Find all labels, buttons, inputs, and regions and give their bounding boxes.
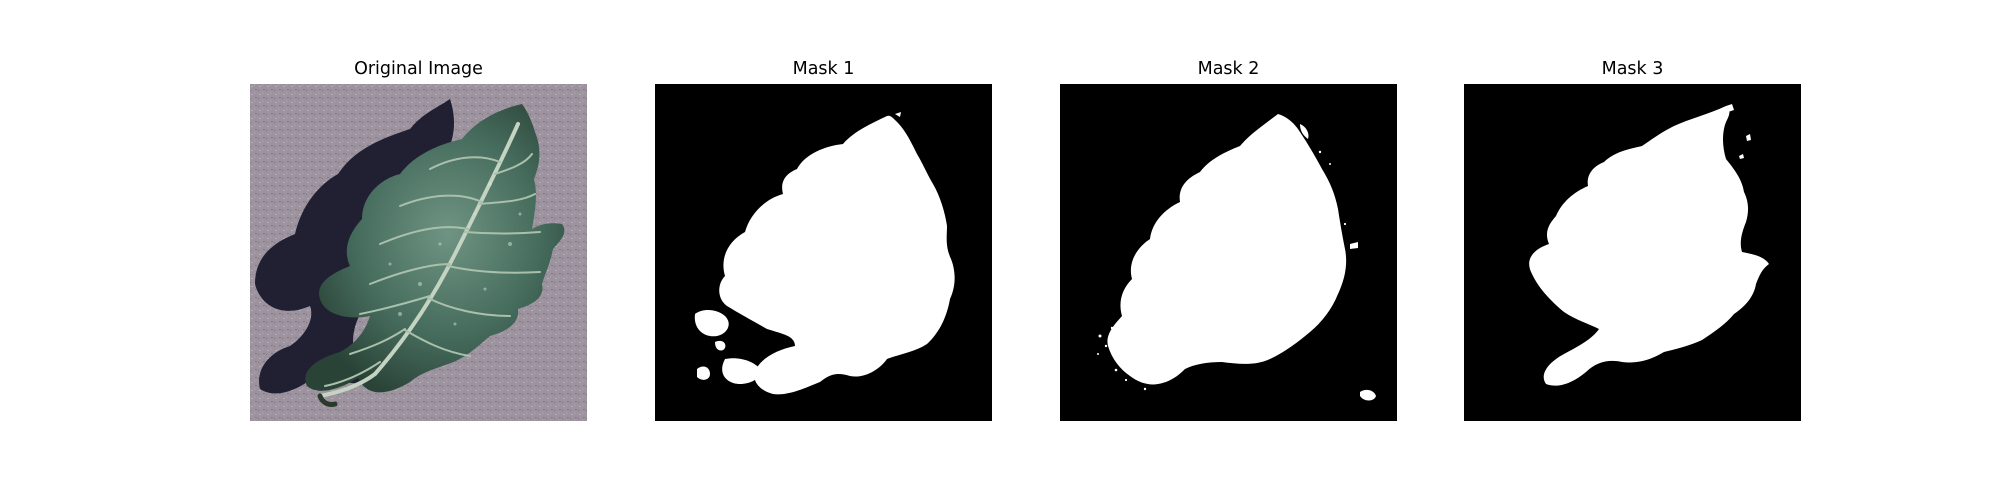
leaf-midrib <box>318 122 520 398</box>
mask-1-panel: Mask 1 <box>655 57 992 421</box>
original-image-panel: Original Image <box>250 57 587 421</box>
mask-3-panel: Mask 3 <box>1464 57 1801 421</box>
mask-1-title: Mask 1 <box>792 59 855 79</box>
mask-1-foreground <box>694 112 955 395</box>
mask-2-foreground <box>1097 114 1376 401</box>
leaf-photo <box>250 84 587 421</box>
mask-3-title: Mask 3 <box>1601 59 1664 79</box>
mask-2 <box>1060 84 1397 421</box>
leaf <box>305 104 565 393</box>
mask-3 <box>1464 84 1801 421</box>
leaf-veins <box>324 153 541 387</box>
mask-3-image <box>1464 84 1801 421</box>
mask-1 <box>655 84 992 421</box>
mask-2-image <box>1060 84 1397 421</box>
mask-2-panel: Mask 2 <box>1060 57 1397 421</box>
mask-3-foreground <box>1529 104 1769 386</box>
original-image <box>250 84 587 421</box>
mask-2-title: Mask 2 <box>1197 59 1260 79</box>
mask-1-image <box>655 84 992 421</box>
leaf-stem <box>317 393 338 407</box>
leaf-texture <box>388 182 522 326</box>
original-image-title: Original Image <box>354 59 483 79</box>
